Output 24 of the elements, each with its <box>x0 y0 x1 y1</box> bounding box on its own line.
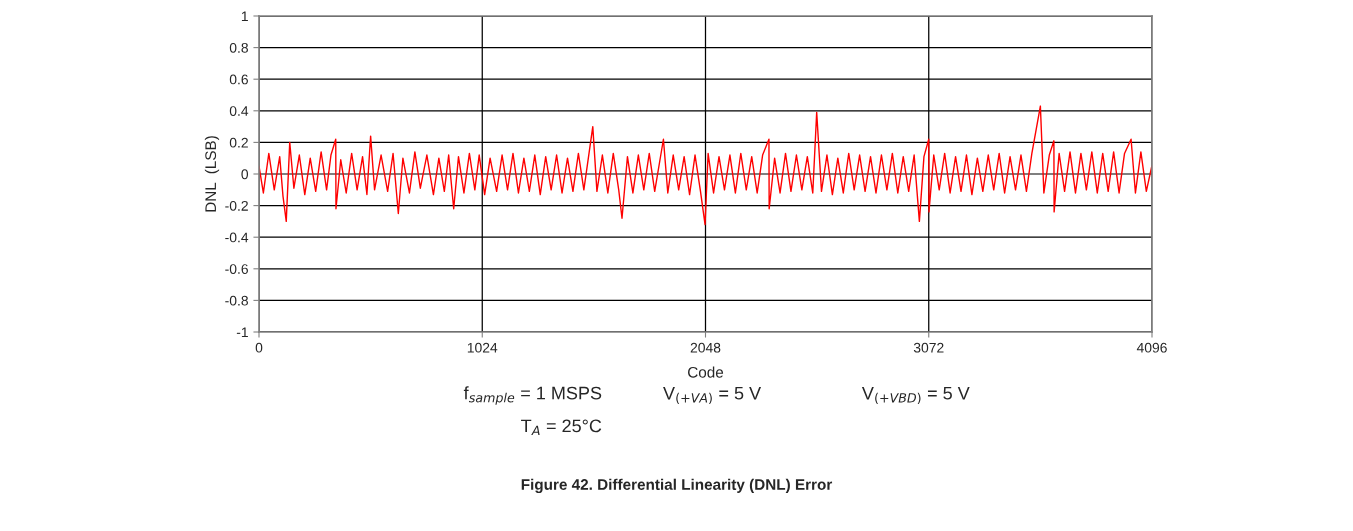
x-tick-label: 4096 <box>1136 342 1167 353</box>
text: V$_{(+VA)}$ = 5 V <box>663 387 762 405</box>
text: f$_{sample}$ = 1 MSPS <box>463 386 602 405</box>
y-tick-label: 0 <box>241 169 249 180</box>
y-tick-label: -1 <box>236 327 248 338</box>
x-tick-label: 2048 <box>690 342 721 353</box>
y-tick-label: 0.2 <box>229 137 248 148</box>
x-tick-label: 0 <box>255 342 263 353</box>
y-tick-label: 0.4 <box>229 106 249 116</box>
y-tick-label: -0.2 <box>225 200 248 211</box>
y-tick-label: -0.4 <box>225 232 249 243</box>
y-tick-label: -0.8 <box>225 295 248 306</box>
x-tick-label: 3072 <box>913 342 944 353</box>
y-axis-title: DNL (LSB) <box>204 136 220 212</box>
y-tick-label: 0.8 <box>229 42 248 53</box>
line-series <box>259 105 1152 226</box>
text: Figure 42. Differential Linearity (DNL) Error <box>521 478 833 494</box>
y-tick-label: 0.6 <box>229 74 248 85</box>
x-tick-label: 1024 <box>467 342 498 353</box>
y-tick-label: 1 <box>241 11 248 22</box>
text: V$_{(+VBD)}$ = 5 V <box>861 387 970 405</box>
x-axis-title: Code <box>688 366 724 378</box>
text: T$_{A}$ = 25°C <box>521 419 602 436</box>
y-tick-label: -0.6 <box>225 264 248 274</box>
